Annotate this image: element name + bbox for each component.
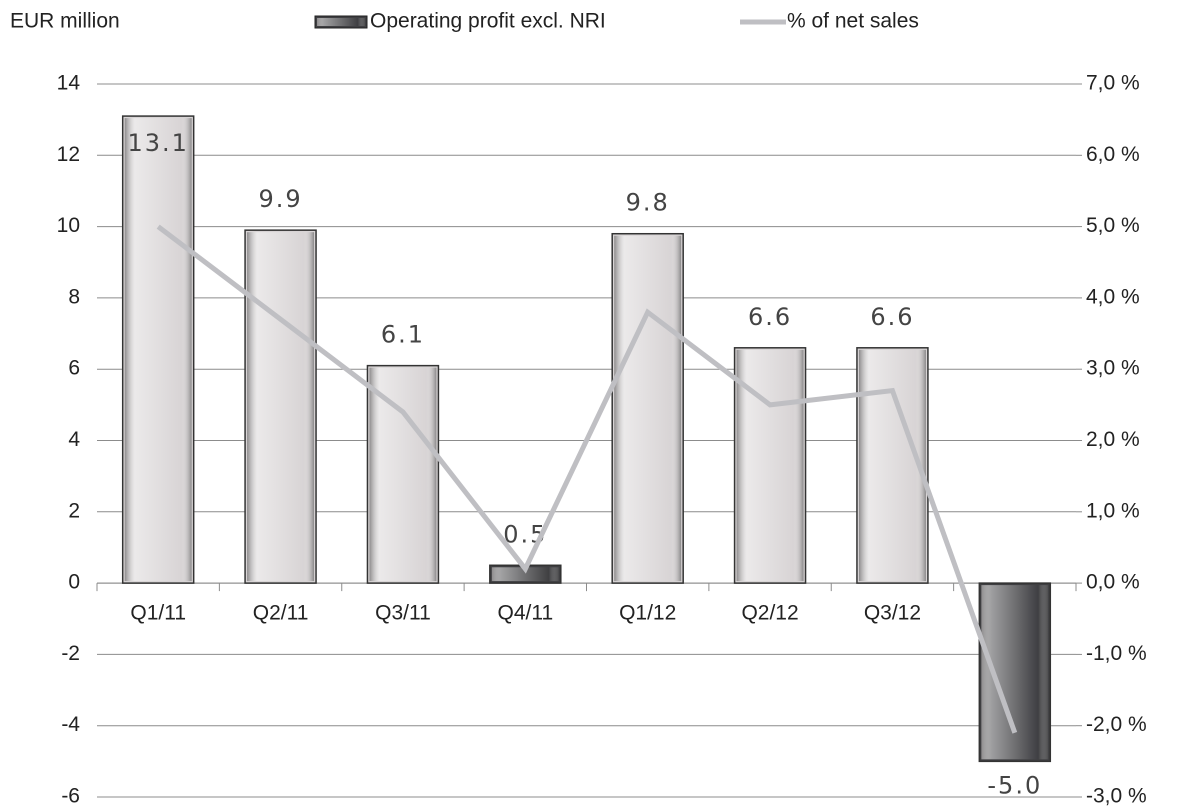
data-label: 9.8 <box>626 189 670 217</box>
data-label: 6.6 <box>870 303 914 331</box>
data-label: 6.1 <box>381 321 425 349</box>
bar-shade <box>124 118 192 582</box>
bar-shade <box>247 232 315 582</box>
y2-tick-label: -1,0 % <box>1086 642 1147 665</box>
data-label: 13.1 <box>127 129 188 157</box>
bar-shade <box>858 349 926 582</box>
y-axis-label: EUR million <box>10 10 120 33</box>
y-tick-label: 2 <box>68 499 80 522</box>
y-tick-label: 10 <box>57 214 80 237</box>
y2-tick-label: 7,0 % <box>1086 72 1140 95</box>
x-tick-label: Q3/12 <box>864 602 921 625</box>
y-tick-label: 0 <box>68 571 80 594</box>
legend-label: % of net sales <box>787 10 919 33</box>
x-tick-label: Q3/11 <box>375 602 431 625</box>
data-label: 9.9 <box>258 185 302 213</box>
y2-tick-label: 4,0 % <box>1086 285 1140 308</box>
y-tick-label: 14 <box>57 72 81 95</box>
y-tick-label: 6 <box>68 357 80 380</box>
y-tick-label: 12 <box>57 143 80 166</box>
y-tick-label: -2 <box>61 642 80 665</box>
x-tick-label: Q4/11 <box>497 602 553 625</box>
y2-tick-label: -3,0 % <box>1086 785 1147 808</box>
y2-tick-label: 0,0 % <box>1086 571 1140 594</box>
x-tick-label: Q1/11 <box>130 602 186 625</box>
y2-tick-label: 1,0 % <box>1086 499 1140 522</box>
y-tick-label: 8 <box>68 285 80 308</box>
data-label: -5.0 <box>987 771 1042 799</box>
y-tick-label: -6 <box>61 785 80 808</box>
bar-shade <box>614 235 682 582</box>
y2-tick-label: 6,0 % <box>1086 143 1140 166</box>
bar-shade <box>369 367 437 582</box>
y2-tick-label: 5,0 % <box>1086 214 1140 237</box>
legend-swatch-shade <box>317 18 365 26</box>
data-label: 6.6 <box>748 303 792 331</box>
y-tick-label: 4 <box>68 428 80 451</box>
bar-shade <box>491 567 559 582</box>
y2-tick-label: 2,0 % <box>1086 428 1140 451</box>
x-tick-label: Q1/12 <box>619 602 676 625</box>
y-tick-label: -4 <box>61 713 80 736</box>
y2-tick-label: 3,0 % <box>1086 357 1140 380</box>
line <box>156 224 1018 734</box>
y2-tick-label: -2,0 % <box>1086 713 1147 736</box>
x-tick-label: Q2/12 <box>741 602 798 625</box>
legend-label: Operating profit excl. NRI <box>370 10 606 33</box>
x-tick-label: Q2/11 <box>253 602 309 625</box>
